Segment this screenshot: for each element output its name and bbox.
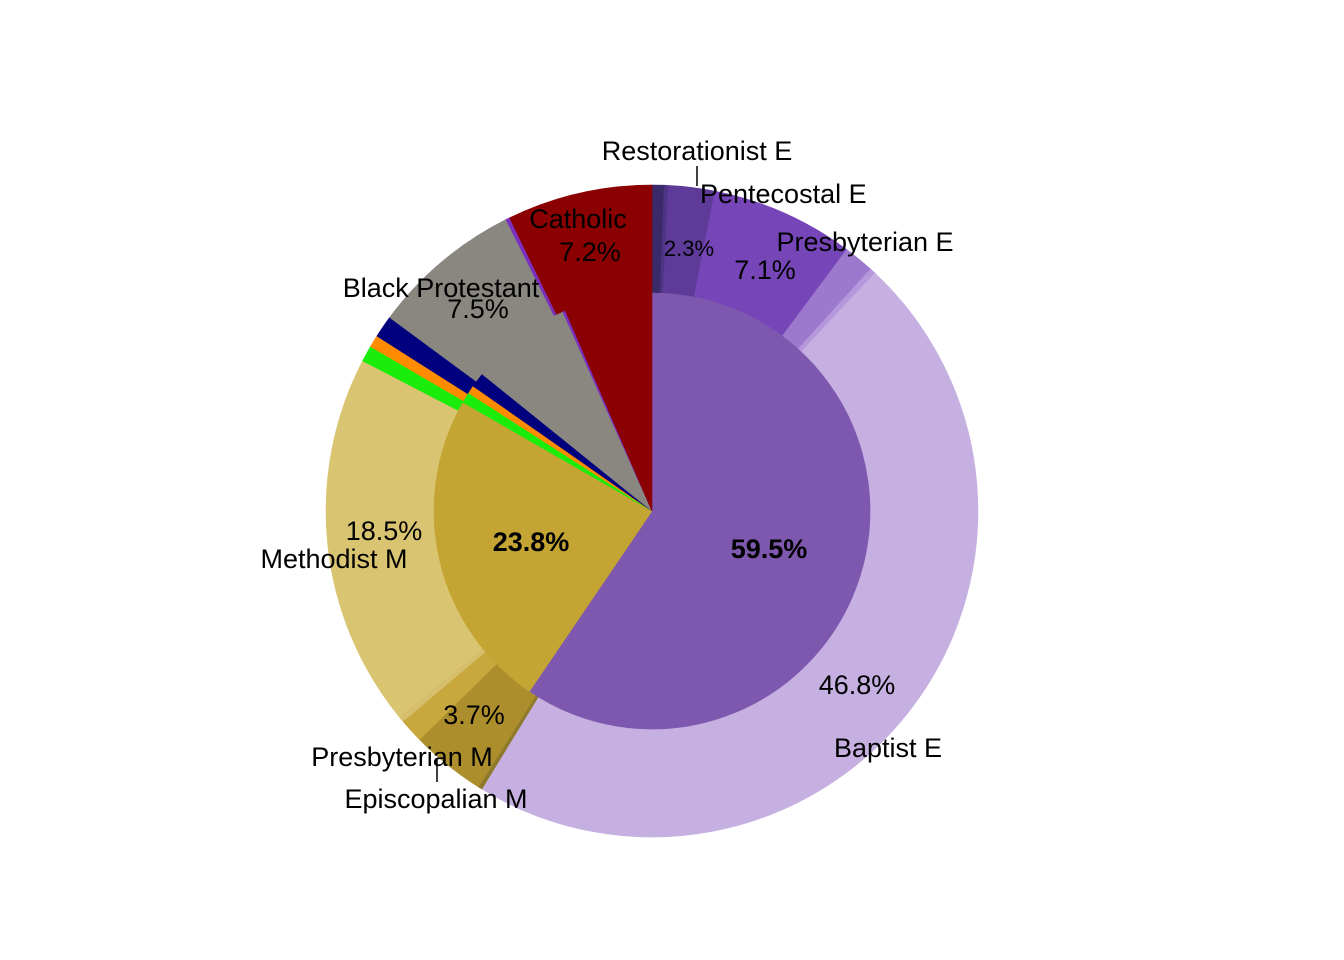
value-black-protestant: 7.5% — [447, 294, 509, 324]
value-catholic: 7.2% — [559, 237, 621, 267]
label-black-protestant: Black Protestant — [343, 273, 540, 303]
inner-slice-black-protestant-5 — [481, 311, 653, 512]
label-episcopalian-m: Episcopalian M — [344, 784, 527, 814]
label-methodist-m: Methodist M — [260, 544, 407, 574]
inner-slice-catholic-7 — [565, 292, 653, 512]
label-catholic: Catholic — [529, 204, 627, 234]
label-pentecostal-e: Pentecostal E — [700, 179, 867, 209]
value-baptist-e: 46.8% — [819, 670, 896, 700]
value-inner-59-5: 59.5% — [731, 534, 808, 564]
label-baptist-e: Baptist E — [834, 733, 942, 763]
inner-slice-segment-0-0 — [529, 292, 871, 730]
value-presbyterian-m: 3.7% — [443, 700, 505, 730]
value-inner-23-8: 23.8% — [493, 527, 570, 557]
inner-slice-segment-1-1 — [433, 401, 653, 692]
inner-ring — [433, 292, 871, 730]
label-restorationist-e: Restorationist E — [602, 136, 793, 166]
value-methodist-m: 18.5% — [346, 516, 423, 546]
value-presbyterian-e: 7.1% — [734, 255, 796, 285]
label-presbyterian-m: Presbyterian M — [311, 742, 493, 772]
label-presbyterian-e: Presbyterian E — [776, 227, 953, 257]
value-pentecostal-e: 2.3% — [664, 236, 714, 261]
